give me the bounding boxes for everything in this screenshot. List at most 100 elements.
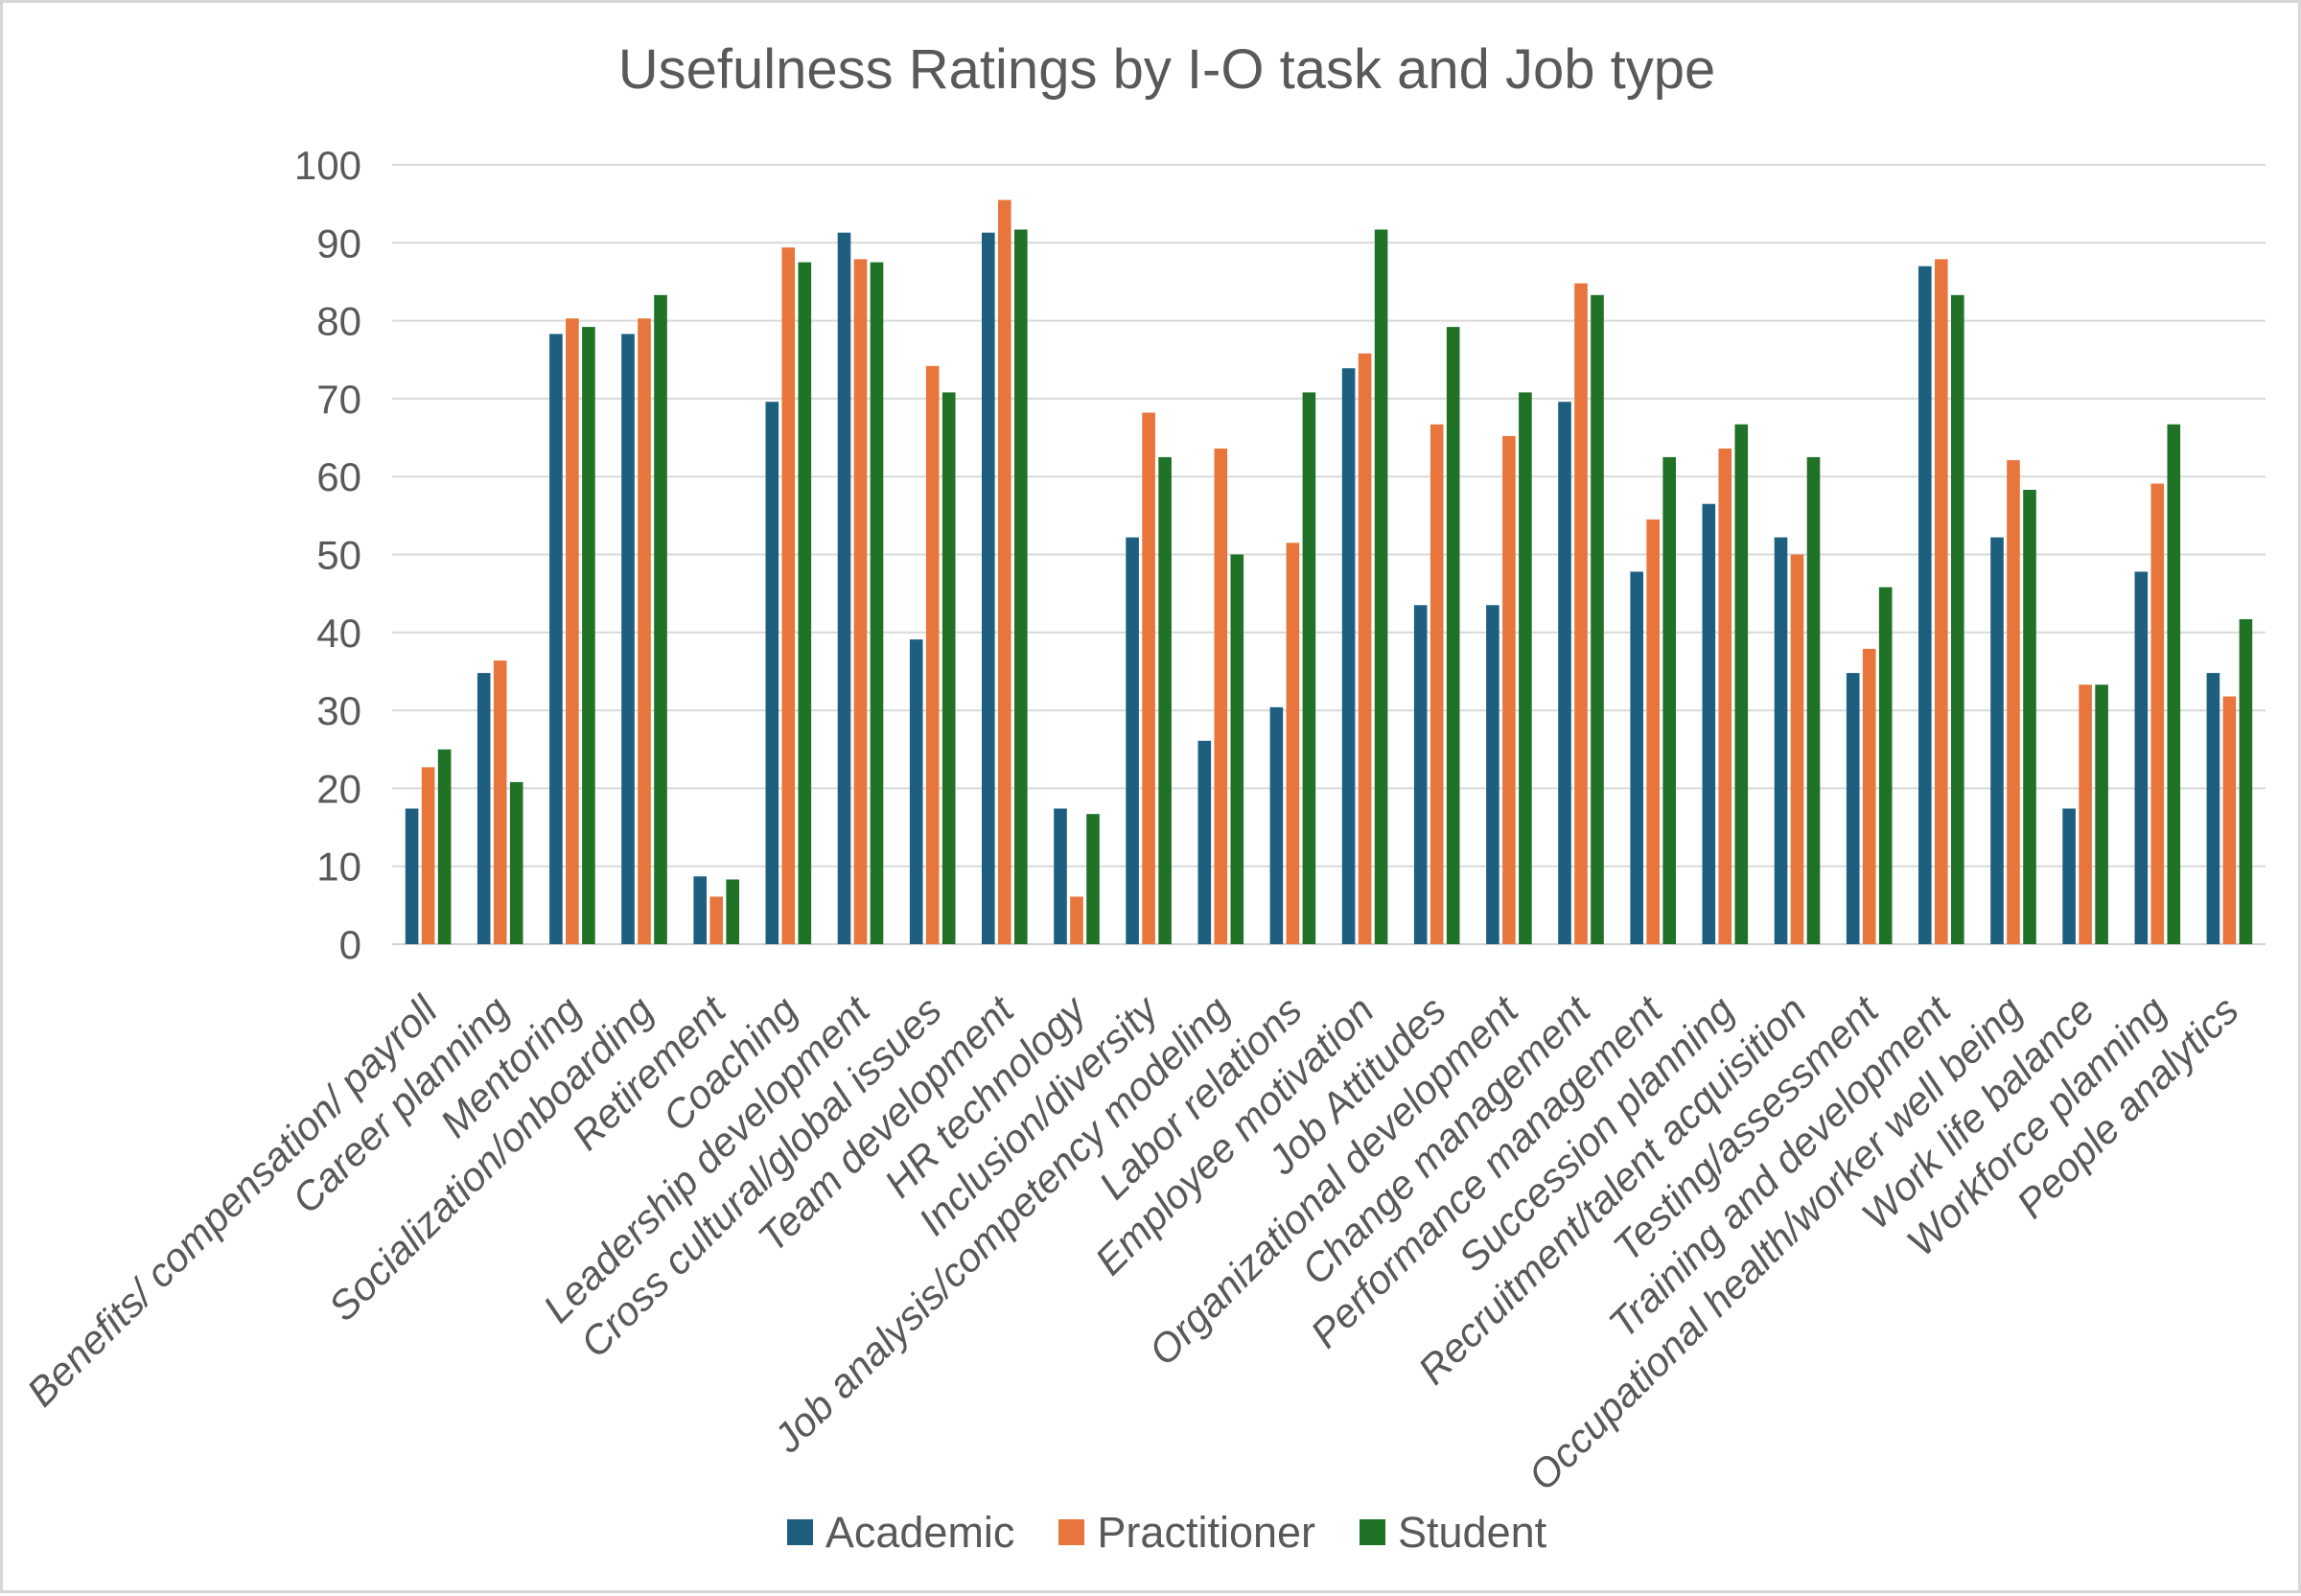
bar-student-1 [509, 781, 523, 944]
bar-academic-0 [405, 808, 419, 944]
bar-academic-5 [765, 402, 779, 944]
x-axis-label: Benefits/ compensation/ payroll [18, 986, 447, 1415]
bar-practitioner-13 [1358, 353, 1372, 944]
chart-legend: Academic Practitioner Student [3, 1505, 2301, 1559]
y-axis-tick-label: 40 [316, 611, 361, 656]
y-axis-tick-label: 50 [316, 533, 361, 578]
bar-student-22 [2023, 490, 2036, 944]
bar-practitioner-2 [566, 318, 579, 944]
bar-academic-9 [1054, 808, 1067, 944]
bar-practitioner-25 [2222, 696, 2237, 944]
bar-practitioner-10 [1142, 412, 1155, 944]
bar-student-7 [941, 392, 956, 944]
bar-academic-1 [476, 673, 491, 944]
bar-academic-17 [1630, 571, 1643, 944]
bar-practitioner-9 [1070, 896, 1083, 944]
legend-label-academic: Academic [825, 1507, 1015, 1557]
bar-practitioner-18 [1718, 448, 1732, 944]
bar-practitioner-20 [1862, 648, 1876, 944]
y-axis-tick-label: 20 [316, 766, 361, 811]
bar-academic-16 [1558, 402, 1571, 944]
y-axis-tick-label: 80 [316, 299, 361, 344]
bar-practitioner-6 [853, 259, 868, 944]
bar-student-25 [2239, 619, 2253, 944]
y-axis-tick-label: 30 [316, 688, 361, 733]
y-axis-tick-label: 60 [316, 454, 361, 499]
bar-student-13 [1374, 229, 1388, 944]
bar-student-11 [1230, 554, 1244, 944]
bar-student-10 [1158, 456, 1172, 944]
bar-student-2 [582, 327, 595, 945]
legend-label-practitioner: Practitioner [1097, 1507, 1316, 1557]
bar-practitioner-23 [2079, 684, 2092, 944]
bar-academic-2 [549, 334, 563, 944]
bar-student-3 [654, 294, 667, 944]
bar-practitioner-5 [781, 247, 796, 944]
y-axis-tick-label: 90 [316, 220, 361, 266]
bar-academic-6 [837, 232, 851, 944]
bar-practitioner-3 [638, 318, 651, 944]
bar-student-18 [1734, 424, 1749, 944]
bar-academic-20 [1846, 673, 1860, 944]
bar-chart-plot: 0 10 20 30 40 50 60 70 80 90 100 Benefits/ compensa… [18, 143, 2266, 1499]
bar-student-9 [1086, 814, 1100, 944]
bar-academic-3 [621, 334, 635, 944]
bar-practitioner-8 [998, 199, 1011, 945]
bar-student-15 [1519, 392, 1532, 944]
bar-student-12 [1302, 392, 1316, 944]
legend-item-practitioner: Practitioner [1058, 1511, 1315, 1554]
chart-title: Usefulness Ratings by I-O task and Job t… [617, 38, 1716, 101]
bar-practitioner-12 [1286, 543, 1300, 944]
legend-swatch-student [1360, 1518, 1386, 1545]
bar-academic-13 [1341, 368, 1356, 944]
bar-student-17 [1662, 456, 1676, 944]
bar-student-14 [1446, 327, 1460, 945]
bar-student-16 [1591, 294, 1604, 944]
bar-academic-23 [2062, 808, 2076, 944]
bar-practitioner-15 [1502, 435, 1516, 944]
bar-practitioner-22 [2007, 460, 2020, 944]
bar-practitioner-17 [1646, 519, 1660, 944]
bar-student-19 [1806, 456, 1821, 944]
bar-practitioner-19 [1790, 554, 1804, 944]
bar-academic-21 [1918, 266, 1932, 944]
bar-academic-12 [1269, 706, 1284, 944]
bar-practitioner-16 [1574, 283, 1588, 945]
bar-academic-10 [1126, 537, 1139, 944]
legend-label-student: Student [1398, 1507, 1547, 1557]
bar-practitioner-14 [1429, 424, 1444, 944]
bar-academic-24 [2134, 571, 2149, 944]
bar-student-5 [798, 262, 812, 945]
bar-student-24 [2167, 424, 2181, 944]
bar-academic-14 [1413, 605, 1428, 944]
bar-student-20 [1878, 587, 1893, 944]
bar-practitioner-7 [925, 365, 940, 944]
legend-item-student: Student [1360, 1511, 1546, 1554]
bar-academic-19 [1774, 537, 1788, 944]
bar-student-6 [870, 262, 884, 945]
legend-swatch-academic [786, 1518, 813, 1545]
y-axis-tick-label: 10 [316, 844, 361, 890]
y-axis-tick-label: 0 [339, 922, 361, 967]
bar-academic-22 [1990, 537, 2004, 944]
bar-academic-11 [1197, 740, 1212, 944]
bar-student-21 [1951, 294, 1964, 944]
bar-academic-25 [2206, 673, 2220, 944]
bar-student-4 [726, 879, 739, 944]
bar-academic-18 [1702, 503, 1716, 944]
y-axis-tick-label: 100 [294, 143, 361, 188]
bar-academic-8 [982, 232, 995, 944]
y-axis-tick-label: 70 [316, 377, 361, 422]
legend-swatch-practitioner [1058, 1518, 1085, 1545]
bar-academic-7 [909, 639, 923, 944]
bar-student-23 [2095, 684, 2108, 944]
bar-student-8 [1014, 229, 1028, 944]
bar-practitioner-4 [709, 896, 723, 944]
bar-academic-15 [1486, 605, 1499, 944]
bar-academic-4 [693, 876, 707, 944]
bar-practitioner-24 [2150, 483, 2165, 944]
bar-practitioner-21 [1935, 259, 1948, 944]
bar-student-0 [437, 749, 452, 945]
bar-practitioner-1 [493, 660, 507, 944]
